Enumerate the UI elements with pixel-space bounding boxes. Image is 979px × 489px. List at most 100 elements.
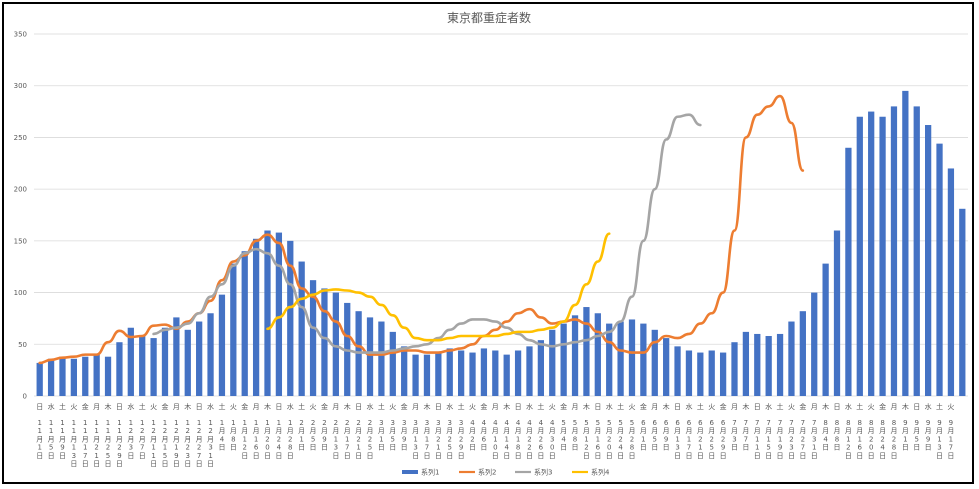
y-tick-label: 0 xyxy=(23,393,27,401)
x-tick-date-char: 2 xyxy=(356,419,360,427)
x-tick-date-char: 日 xyxy=(879,452,886,460)
x-tick-date-char: 2 xyxy=(618,435,622,443)
x-tick-date-char: 日 xyxy=(196,460,203,468)
x-tick-date-char: 日 xyxy=(674,452,681,460)
x-tick-date-char: 月 xyxy=(549,427,556,435)
bar xyxy=(936,143,943,396)
legend-item: 系列2 xyxy=(459,468,496,477)
x-tick-date-char: 月 xyxy=(674,427,681,435)
x-tick-date-char: 日 xyxy=(583,452,590,460)
x-tick-date-char: 4 xyxy=(220,435,225,443)
x-tick-date-char: 月 xyxy=(173,435,180,443)
x-tick-date-char: 日 xyxy=(378,444,385,452)
x-tick-date-char: 日 xyxy=(617,452,624,460)
x-tick-date-char: 2 xyxy=(208,427,212,435)
x-tick-day: 土 xyxy=(777,402,784,411)
x-tick-date-char: 1 xyxy=(596,435,600,443)
x-tick-date-char: 9 xyxy=(117,452,121,460)
x-tick-date-char: 1 xyxy=(254,435,258,443)
x-tick-date-char: 月 xyxy=(811,427,818,435)
x-tick-day: 土 xyxy=(697,402,704,411)
x-tick-date-char: 1 xyxy=(903,435,907,443)
x-tick-date-char: 8 xyxy=(892,419,896,427)
x-tick-day: 水 xyxy=(925,402,932,411)
x-tick-day: 月 xyxy=(572,403,579,411)
chart-title: 東京都重症者数 xyxy=(447,10,531,25)
x-tick-date-char: 4 xyxy=(504,419,509,427)
x-tick-day: 水 xyxy=(526,402,533,411)
x-tick-day: 水 xyxy=(127,402,134,411)
x-tick-day: 水 xyxy=(207,402,214,411)
x-tick-date-char: 7 xyxy=(812,419,816,427)
x-tick-date-char: 3 xyxy=(459,419,463,427)
x-tick-date-char: 1 xyxy=(778,435,782,443)
x-tick-date-char: 月 xyxy=(139,435,146,443)
x-tick-date-char: 1 xyxy=(208,452,212,460)
x-tick-date-char: 月 xyxy=(560,427,567,435)
bar xyxy=(184,329,191,396)
x-tick-date-char: 月 xyxy=(913,427,920,435)
x-tick-date-char: 日 xyxy=(925,444,932,452)
x-tick-day: 日 xyxy=(834,403,841,411)
x-tick-date-char: 日 xyxy=(549,452,556,460)
bar xyxy=(719,352,727,396)
x-tick-date-char: 1 xyxy=(641,435,645,443)
x-tick-date-char: 月 xyxy=(321,427,328,435)
legend-swatch xyxy=(402,470,418,474)
x-tick-day: 月 xyxy=(651,403,658,411)
x-tick-date-char: 8 xyxy=(823,419,827,427)
x-tick-date-char: 3 xyxy=(448,419,452,427)
x-tick-date-char: 6 xyxy=(596,444,601,452)
x-tick-date-char: 月 xyxy=(902,427,909,435)
x-tick-date-char: 3 xyxy=(379,419,383,427)
x-tick-day: 土 xyxy=(458,402,465,411)
bar xyxy=(617,321,624,396)
x-tick-date-char: 日 xyxy=(492,452,499,460)
x-tick-date-char: 1 xyxy=(254,419,258,427)
x-tick-date-char: 日 xyxy=(890,452,897,460)
x-tick-date-char: 2 xyxy=(242,444,246,452)
bar xyxy=(492,350,499,396)
x-tick-day: 水 xyxy=(446,402,453,411)
x-tick-date-char: 5 xyxy=(766,444,770,452)
x-tick-date-char: 日 xyxy=(344,452,351,460)
x-tick-day: 火 xyxy=(310,403,317,411)
bar xyxy=(116,342,123,396)
x-tick-date-char: 1 xyxy=(94,452,98,460)
x-tick-date-char: 月 xyxy=(355,427,362,435)
x-tick-date-char: 日 xyxy=(446,452,453,460)
x-tick-date-char: 日 xyxy=(697,452,704,460)
x-tick-date-char: 8 xyxy=(630,444,634,452)
x-tick-date-char: 9 xyxy=(778,444,782,452)
bar xyxy=(549,329,556,396)
x-tick-date-char: 日 xyxy=(332,452,339,460)
x-tick-date-char: 日 xyxy=(594,452,601,460)
x-tick-day: 水 xyxy=(287,402,294,411)
x-tick-date-char: 2 xyxy=(299,419,303,427)
x-tick-day: 金 xyxy=(879,402,886,411)
x-tick-date-char: 日 xyxy=(173,460,180,468)
x-tick-date-char: 月 xyxy=(287,427,294,435)
x-tick-date-char: 2 xyxy=(174,427,178,435)
x-tick-date-char: 2 xyxy=(368,435,372,443)
x-tick-date-char: 1 xyxy=(425,435,429,443)
x-tick-date-char: 1 xyxy=(675,435,679,443)
x-tick-date-char: 5 xyxy=(618,419,622,427)
x-tick-date-char: 3 xyxy=(391,419,395,427)
x-tick-date-char: 日 xyxy=(241,452,248,460)
x-tick-date-char: 3 xyxy=(436,419,440,427)
x-tick-date-char: 日 xyxy=(367,452,374,460)
x-tick-date-char: 1 xyxy=(949,435,953,443)
bar xyxy=(879,116,886,396)
